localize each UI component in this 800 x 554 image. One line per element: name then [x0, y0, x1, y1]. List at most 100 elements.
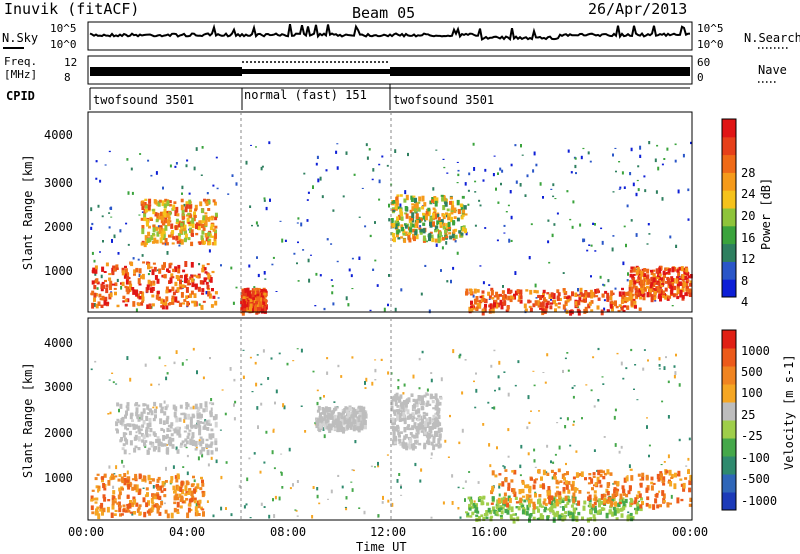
heatmap-cell [185, 201, 189, 207]
heatmap-cell [451, 233, 455, 239]
heatmap-cell [665, 470, 669, 474]
heatmap-cell [91, 489, 95, 492]
heatmap-cell [690, 141, 692, 145]
heatmap-cell [450, 279, 452, 284]
heatmap-cell [306, 219, 309, 222]
heatmap-cell [456, 251, 459, 255]
heatmap-cell [564, 480, 568, 485]
heatmap-cell [442, 222, 446, 226]
heatmap-cell [593, 501, 597, 506]
heatmap-cell [113, 237, 116, 239]
heatmap-cell [399, 203, 402, 208]
heatmap-cell [139, 291, 143, 294]
heatmap-cell [481, 309, 485, 312]
heatmap-cell [670, 476, 674, 479]
heatmap-cell [368, 148, 371, 151]
heatmap-cell [151, 269, 155, 276]
heatmap-cell [553, 503, 557, 509]
heatmap-cell [418, 399, 422, 402]
heatmap-cell [205, 447, 208, 449]
heatmap-cell [615, 170, 617, 173]
heatmap-cell [163, 494, 167, 498]
heatmap-cell [618, 291, 622, 297]
heatmap-cell [138, 283, 142, 286]
heatmap-cell [133, 499, 137, 505]
heatmap-cell [614, 408, 617, 412]
freq-band-2 [242, 69, 390, 74]
heatmap-cell [161, 443, 164, 447]
velocity-colorbar-swatch [722, 366, 736, 385]
heatmap-cell [555, 499, 559, 504]
heatmap-cell [682, 487, 686, 492]
heatmap-cell [323, 434, 326, 439]
heatmap-cell [425, 412, 429, 416]
heatmap-cell [122, 432, 126, 438]
beam-title: Beam 05 [352, 4, 415, 22]
heatmap-cell [447, 456, 450, 458]
heatmap-cell [152, 406, 155, 409]
heatmap-cell [616, 488, 620, 492]
heatmap-cell [308, 278, 311, 283]
heatmap-cell [661, 400, 664, 403]
heatmap-cell [336, 424, 339, 428]
heatmap-cell [614, 300, 617, 307]
heatmap-cell [488, 309, 492, 314]
heatmap-cell [524, 309, 527, 314]
heatmap-cell [206, 263, 210, 266]
heatmap-cell [120, 285, 123, 290]
heatmap-cell [136, 414, 140, 419]
heatmap-cell [402, 229, 406, 234]
heatmap-cell [444, 202, 448, 207]
heatmap-cell [171, 444, 175, 449]
heatmap-cell [164, 238, 168, 243]
heatmap-cell [521, 154, 524, 156]
heatmap-cell [279, 220, 282, 222]
heatmap-cell [173, 496, 177, 501]
heatmap-cell [432, 414, 436, 418]
heatmap-cell [195, 232, 199, 236]
heatmap-cell [596, 499, 600, 503]
heatmap-cell [615, 517, 619, 521]
heatmap-cell [448, 227, 451, 232]
heatmap-cell [395, 200, 399, 206]
heatmap-cell [130, 167, 133, 171]
heatmap-cell [480, 500, 484, 506]
heatmap-cell [193, 479, 196, 483]
velocity-colorbar-swatch [722, 330, 736, 349]
heatmap-cell [133, 484, 137, 491]
heatmap-cell [502, 496, 506, 500]
heatmap-cell [587, 292, 591, 298]
heatmap-cell [460, 216, 464, 220]
heatmap-cell [422, 414, 426, 420]
heatmap-cell [500, 510, 504, 515]
heatmap-cell [168, 289, 172, 293]
heatmap-cell [179, 444, 183, 448]
heatmap-cell [646, 268, 650, 274]
heatmap-cell [202, 511, 205, 517]
heatmap-cell [325, 409, 329, 413]
heatmap-cell [146, 261, 150, 265]
heatmap-cell [224, 412, 227, 416]
heatmap-cell [661, 490, 665, 496]
heatmap-cell [283, 405, 286, 410]
heatmap-cell [413, 446, 417, 449]
heatmap-cell [652, 294, 656, 297]
heatmap-cell [491, 496, 495, 500]
heatmap-cell [428, 417, 432, 422]
heatmap-cell [327, 498, 329, 500]
heatmap-cell [652, 504, 656, 510]
heatmap-cell [151, 294, 155, 298]
heatmap-cell [168, 211, 172, 216]
heatmap-cell [590, 505, 594, 511]
heatmap-cell [407, 424, 411, 428]
heatmap-cell [572, 395, 575, 399]
heatmap-cell [671, 305, 674, 307]
heatmap-cell [99, 179, 102, 183]
heatmap-cell [442, 501, 445, 505]
heatmap-cell [214, 229, 217, 235]
heatmap-cell [96, 287, 99, 290]
heatmap-cell [128, 280, 132, 285]
heatmap-cell [507, 428, 510, 432]
heatmap-cell [397, 386, 400, 390]
heatmap-cell [121, 281, 125, 287]
